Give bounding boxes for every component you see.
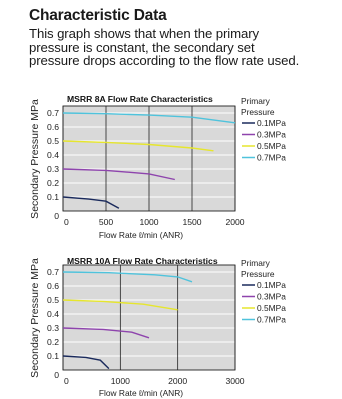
x-tick-label: 2000 [168, 376, 187, 386]
plot-area [63, 265, 235, 370]
y-tick-label: 0.1 [47, 351, 59, 361]
chart-title: MSRR 10A Flow Rate Characteristics [67, 256, 218, 266]
x-tick-label: 3000 [225, 376, 244, 386]
y-tick-label-zero: 0 [54, 211, 59, 221]
legend-label: 0.3MPa [257, 292, 286, 302]
x-tick-label: 0 [64, 217, 69, 227]
legend-label: 0.1MPa [257, 118, 286, 128]
x-tick-label: 1500 [182, 217, 201, 227]
x-tick-label: 2000 [225, 217, 244, 227]
y-tick-label: 0.4 [47, 309, 59, 319]
y-tick-label: 0.5 [47, 136, 59, 146]
intro-line: This graph shows that when the primary [29, 26, 260, 41]
y-tick-label: 0.4 [47, 150, 59, 160]
series-line-0.5MPa [62, 299, 178, 311]
y-tick-label: 0.2 [47, 178, 59, 188]
x-tick-label: 1000 [139, 217, 158, 227]
legend-label: 0.7MPa [257, 153, 286, 163]
series-line-0.1MPa [62, 355, 110, 370]
y-tick-label: 0.7 [47, 267, 59, 277]
series-line-0.5MPa [62, 140, 214, 152]
legend-label: 0.5MPa [257, 141, 286, 151]
legend-title: Pressure [241, 107, 275, 117]
y-tick-label: 0.1 [47, 192, 59, 202]
series-line-0.3MPa [62, 168, 175, 181]
y-tick-label: 0.6 [47, 281, 59, 291]
x-tick-label: 0 [64, 376, 69, 386]
legend-title: Primary [241, 258, 271, 268]
y-tick-label: 0.3 [47, 164, 59, 174]
legend-label: 0.5MPa [257, 303, 286, 313]
y-tick-label: 0.7 [47, 108, 59, 118]
y-axis-label: Secondary Pressure MPa [29, 99, 41, 219]
intro-text: This graph shows that when the primary p… [29, 27, 339, 68]
y-tick-label: 0.3 [47, 323, 59, 333]
chart-title: MSRR 8A Flow Rate Characteristics [67, 94, 213, 104]
y-tick-label: 0.5 [47, 295, 59, 305]
y-axis-label: Secondary Pressure MPa [29, 258, 41, 378]
legend-label: 0.7MPa [257, 315, 286, 325]
x-axis-label: Flow Rate ℓ/min (ANR) [99, 230, 183, 240]
section-title: Characteristic Data [29, 7, 167, 24]
legend-label: 0.1MPa [257, 280, 286, 290]
series-line-0.7MPa [62, 112, 236, 124]
plot-frame [62, 105, 236, 212]
x-tick-label: 500 [99, 217, 114, 227]
legend-label: 0.3MPa [257, 130, 286, 140]
y-tick-label: 0.6 [47, 122, 59, 132]
legend-title: Primary [241, 96, 271, 106]
series-line-0.1MPa [62, 196, 120, 209]
x-axis-label: Flow Rate ℓ/min (ANR) [99, 388, 183, 398]
plot-frame [62, 264, 236, 371]
x-tick-label: 1000 [111, 376, 130, 386]
chart-1 [62, 264, 255, 371]
chart-0 [62, 105, 255, 212]
y-tick-label: 0.2 [47, 337, 59, 347]
y-tick-label-zero: 0 [54, 370, 59, 380]
intro-line: pressure is constant, the secondary set [29, 39, 255, 55]
series-line-0.7MPa [62, 271, 193, 283]
intro-line: pressure drops according to the flow rat… [29, 53, 300, 68]
series-line-0.3MPa [62, 327, 150, 339]
legend-title: Pressure [241, 269, 275, 279]
